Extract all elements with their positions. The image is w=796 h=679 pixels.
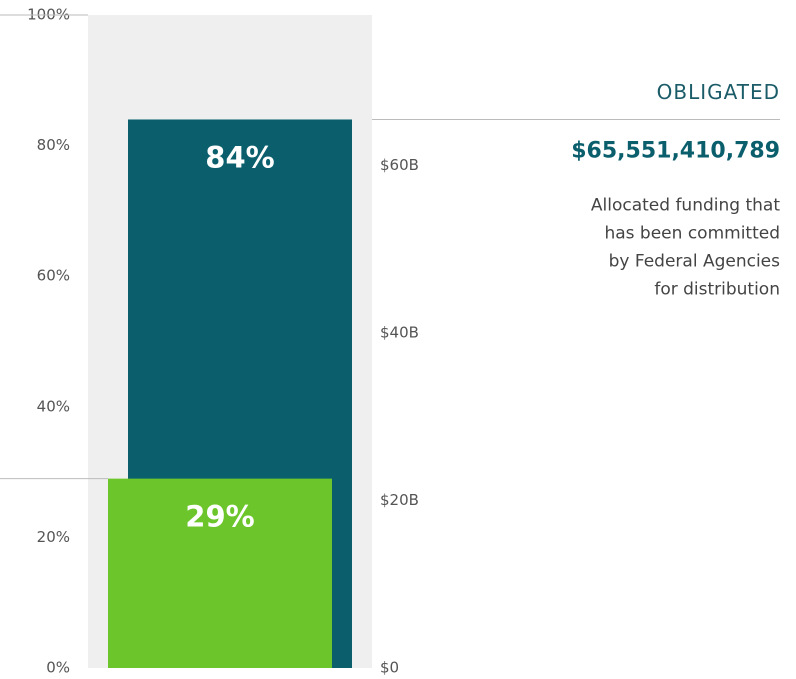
y2-tick-label: $20B [380,491,419,509]
description-line: for distribution [654,279,780,299]
amount: $65,551,410,789 [571,138,780,163]
value-label: 29% [185,500,254,534]
y2-tick-label: $0 [380,659,399,677]
value-label: 84% [205,140,274,174]
y-tick-label: 0% [46,659,70,677]
y-tick-label: 60% [37,267,70,285]
series-name: OBLIGATED [657,80,780,104]
y-tick-label: 80% [37,136,70,154]
bar [108,478,332,668]
description-line: has been committed [604,223,780,243]
description-line: by Federal Agencies [609,251,781,271]
y2-tick-label: $40B [380,324,419,342]
y-tick-label: 20% [37,528,70,546]
y-tick-label: 40% [37,397,70,415]
y2-tick-label: $60B [380,156,419,174]
description-line: Allocated funding that [591,195,780,215]
